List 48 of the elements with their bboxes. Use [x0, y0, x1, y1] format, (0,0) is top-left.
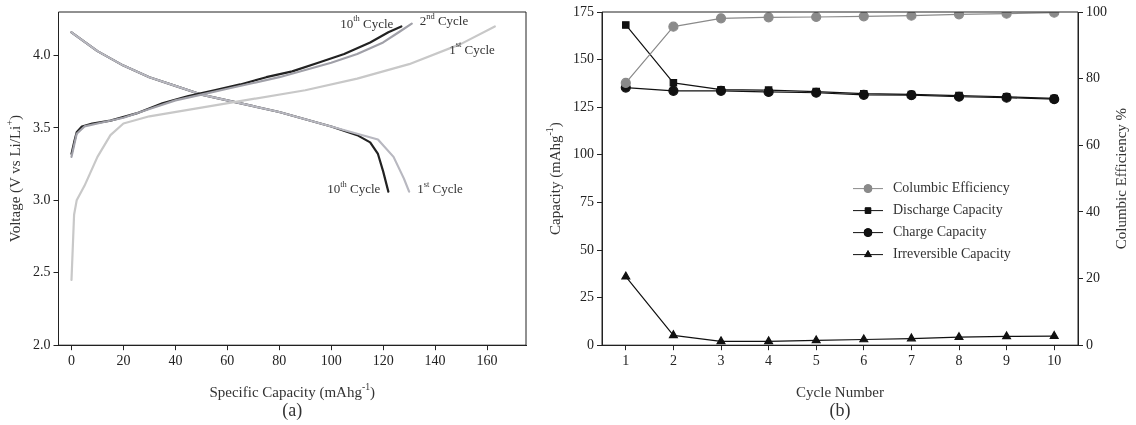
x-tick-label: 80 — [272, 353, 287, 369]
y2-tick-label: 80 — [1086, 70, 1100, 86]
legend-label: Irreversible Capacity — [893, 246, 1011, 262]
x-tick-label: 9 — [1003, 353, 1011, 369]
text: (b) — [829, 399, 851, 421]
y2-tick-label: 0 — [1086, 336, 1093, 352]
legend-label: Columbic Efficiency — [893, 180, 1010, 196]
y-axis-title: Capacity (mAhg-1) — [543, 122, 564, 235]
x-tick-label: 10 — [1047, 353, 1062, 369]
y-tick-label: 50 — [580, 241, 594, 257]
x-tick-label: 3 — [717, 353, 725, 369]
x-tick-label: 8 — [955, 353, 963, 369]
x-tick-label: 140 — [424, 353, 446, 369]
y-tick-label: 175 — [573, 3, 594, 19]
y-tick-label: 125 — [573, 98, 594, 114]
y2-tick-label: 20 — [1086, 270, 1100, 286]
x-tick-label: 60 — [220, 353, 235, 369]
y-tick-label: 4.0 — [33, 47, 51, 63]
x-tick-label: 40 — [168, 353, 183, 369]
y-tick-label: 2.0 — [33, 336, 51, 352]
y2-tick-label: 100 — [1086, 3, 1107, 19]
y2-axis-title: Columbic Efficiency % — [1112, 107, 1129, 250]
x-tick-label: 2 — [669, 353, 677, 369]
x-tick-label: 7 — [907, 353, 915, 369]
x-tick-label: 20 — [116, 353, 131, 369]
x-tick-label: 160 — [476, 353, 498, 369]
legend-label: Discharge Capacity — [893, 202, 1003, 218]
y-tick-label: 150 — [573, 51, 594, 67]
y2-tick-label: 60 — [1086, 136, 1100, 152]
x-axis-title: Cycle Number — [796, 384, 884, 401]
x-tick-label: 4 — [765, 353, 773, 369]
legend-label: Charge Capacity — [893, 224, 987, 240]
y-tick-label: 2.5 — [33, 264, 51, 280]
x-tick-label: 100 — [320, 353, 342, 369]
y-axis-title: Voltage (V vs Li/Li+) — [3, 114, 24, 243]
y-tick-label: 100 — [573, 146, 594, 162]
y2-tick-label: 40 — [1086, 203, 1100, 219]
y-tick-label: 75 — [580, 194, 594, 210]
y-tick-label: 25 — [580, 289, 594, 305]
y-tick-label: 3.0 — [33, 192, 51, 207]
x-tick-label: 5 — [812, 353, 820, 369]
x-tick-label: 0 — [67, 353, 75, 369]
x-tick-label: 120 — [372, 353, 394, 369]
x-tick-label: 1 — [622, 353, 630, 369]
y-tick-label: 0 — [587, 336, 594, 352]
x-tick-label: 6 — [860, 353, 868, 369]
text: (a) — [282, 399, 303, 421]
y-tick-label: 3.5 — [33, 119, 51, 135]
